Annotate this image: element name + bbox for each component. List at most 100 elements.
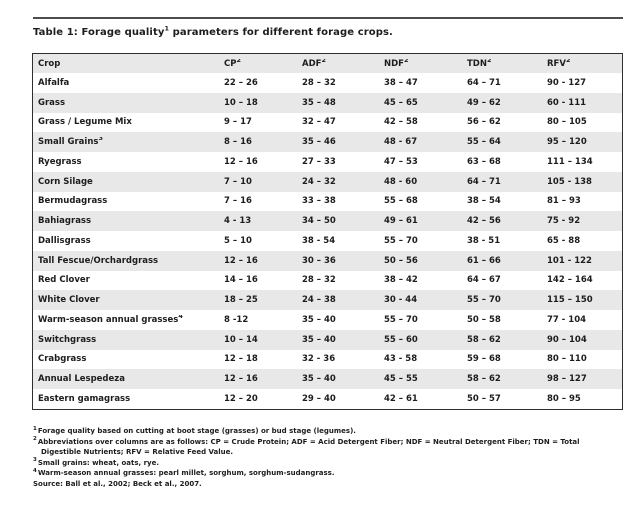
value-cell: 35 – 40 <box>302 314 336 325</box>
value-cell: 90 - 127 <box>547 77 587 88</box>
crop-name-cell: Bahiagrass <box>38 216 92 227</box>
value-cell: 8 – 16 <box>224 137 252 148</box>
table-row: Alfalfa 22 – 26 28 – 32 38 – 47 64 – 71 90 - … <box>33 73 622 93</box>
value-cell: 81 – 93 <box>547 196 581 207</box>
crop-name-cell: Small Grains3 <box>33 137 219 147</box>
column-header-label: Crop <box>38 58 61 69</box>
crop-name-cell: Ryegrass <box>38 156 82 167</box>
column-header-tdn: TDN2 <box>462 59 542 69</box>
column-header-label: NDF <box>384 58 404 69</box>
value-cell: 80 – 110 <box>547 354 587 365</box>
footnotes: 1Forage quality based on cutting at boot… <box>33 426 591 490</box>
table-row: Tall Fescue/Orchardgrass 12 – 16 30 – 36 50… <box>33 250 622 271</box>
value-cell: 45 – 55 <box>384 374 418 385</box>
footnote-marker: 1 <box>33 425 37 432</box>
source-line: Source: Ball et al., 2002; Beck et al., … <box>33 479 202 488</box>
value-cell: 35 – 40 <box>302 374 336 385</box>
value-cell: 38 - 51 <box>467 235 501 246</box>
table-row: Annual Lespedeza 12 – 16 35 – 40 45 – 55 58 … <box>33 369 622 389</box>
value-cell: 42 – 61 <box>384 393 418 404</box>
value-cell: 61 – 66 <box>467 255 501 266</box>
value-cell: 48 - 60 <box>384 176 418 187</box>
value-cell: 28 – 32 <box>302 275 336 286</box>
table-caption-superscript: 1 <box>164 24 170 33</box>
table-body: Alfalfa 22 – 26 28 – 32 38 – 47 64 – 71 90 - … <box>33 73 622 409</box>
value-cell: 64 – 71 <box>467 77 501 88</box>
value-cell: 10 – 14 <box>224 334 258 345</box>
value-cell: 34 – 50 <box>302 216 336 227</box>
column-header-superscript: 2 <box>565 58 571 64</box>
column-header-rfv: RFV2 <box>542 59 622 69</box>
value-cell: 60 - 111 <box>547 97 587 108</box>
table-header-row: Crop CP2 ADF2 NDF2 TDN2 RFV2 <box>33 54 622 73</box>
value-cell: 55 – 70 <box>467 295 501 306</box>
value-cell: 43 - 58 <box>384 354 418 365</box>
value-cell: 111 – 134 <box>547 156 593 167</box>
value-cell: 24 – 32 <box>302 176 336 187</box>
value-cell: 42 – 58 <box>384 117 418 128</box>
column-header-label: TDN <box>467 58 487 69</box>
table-row: White Clover 18 – 25 24 – 38 30 - 44 55 – 70… <box>33 290 622 310</box>
table-row: Red Clover 14 – 16 28 – 32 38 – 42 64 – 67 14… <box>33 270 622 291</box>
column-header-superscript: 2 <box>486 58 492 64</box>
crop-name-superscript: 4 <box>178 314 183 321</box>
footnote-marker: 4 <box>33 468 37 475</box>
column-header-ndf: NDF2 <box>379 59 462 69</box>
footnote-marker: 3 <box>33 457 37 464</box>
value-cell: 64 – 71 <box>467 176 501 187</box>
value-cell: 49 – 62 <box>467 97 501 108</box>
column-header-label: CP <box>224 58 237 69</box>
value-cell: 8 -12 <box>224 314 249 325</box>
value-cell: 90 – 104 <box>547 334 587 345</box>
crop-name-cell: White Clover <box>38 295 100 306</box>
value-cell: 30 – 36 <box>302 255 336 266</box>
value-cell: 50 – 58 <box>467 314 501 325</box>
value-cell: 22 – 26 <box>224 77 258 88</box>
value-cell: 55 – 70 <box>384 235 418 246</box>
column-header-superscript: 2 <box>236 58 241 64</box>
table-row: Bermudagrass 7 – 16 33 – 38 55 – 68 38 – 54 8… <box>33 191 622 212</box>
value-cell: 115 – 150 <box>547 295 593 306</box>
value-cell: 38 – 47 <box>384 77 418 88</box>
value-cell: 35 – 48 <box>302 97 336 108</box>
column-header-adf: ADF2 <box>297 59 379 69</box>
value-cell: 12 – 18 <box>224 354 258 365</box>
crop-name-cell: Crabgrass <box>38 354 87 365</box>
value-cell: 4 - 13 <box>224 216 252 227</box>
value-cell: 24 – 38 <box>302 295 336 306</box>
column-header-cp: CP2 <box>219 59 297 69</box>
value-cell: 7 – 10 <box>224 176 252 187</box>
value-cell: 49 – 61 <box>384 216 418 227</box>
crop-name-cell: Bermudagrass <box>38 196 108 207</box>
table-row: Dallisgrass 5 – 10 38 - 54 55 – 70 38 - 51 65… <box>33 231 622 251</box>
value-cell: 38 – 54 <box>467 196 501 207</box>
value-cell: 12 – 16 <box>224 255 258 266</box>
forage-quality-table: Crop CP2 ADF2 NDF2 TDN2 RFV2 Alfalfa 22 –… <box>32 53 623 410</box>
crop-name-cell: Dallisgrass <box>38 235 91 246</box>
footnote-2: 2Abbreviations over columns are as follo… <box>33 437 591 458</box>
column-header-label: RFV <box>547 58 566 69</box>
crop-name-cell: Grass / Legume Mix <box>38 117 132 128</box>
value-cell: 55 – 64 <box>467 137 501 148</box>
table-row: Switchgrass 10 – 14 35 – 40 55 – 60 58 – 62 9… <box>33 329 622 350</box>
value-cell: 56 – 62 <box>467 117 501 128</box>
value-cell: 80 – 105 <box>547 117 587 128</box>
footnote-3: 3Small grains: wheat, oats, rye. <box>33 458 591 469</box>
value-cell: 28 – 32 <box>302 77 336 88</box>
value-cell: 10 – 18 <box>224 97 258 108</box>
value-cell: 5 – 10 <box>224 235 252 246</box>
value-cell: 14 – 16 <box>224 275 258 286</box>
value-cell: 58 – 62 <box>467 374 501 385</box>
footnote-1: 1Forage quality based on cutting at boot… <box>33 426 591 437</box>
footnote-marker: 2 <box>33 436 37 443</box>
crop-name-cell: Red Clover <box>38 275 90 286</box>
value-cell: 58 – 62 <box>467 334 501 345</box>
crop-name-cell: Switchgrass <box>38 334 97 345</box>
column-header-crop: Crop <box>33 59 219 69</box>
table-row: Grass / Legume Mix 9 – 17 32 – 47 42 – 58 56… <box>33 112 622 133</box>
value-cell: 101 - 122 <box>547 255 592 266</box>
value-cell: 45 – 65 <box>384 97 418 108</box>
table-row: Ryegrass 12 – 16 27 – 33 47 – 53 63 – 68 111 … <box>33 152 622 172</box>
table-row: Corn Silage 7 – 10 24 – 32 48 - 60 64 – 71 10… <box>33 171 622 192</box>
